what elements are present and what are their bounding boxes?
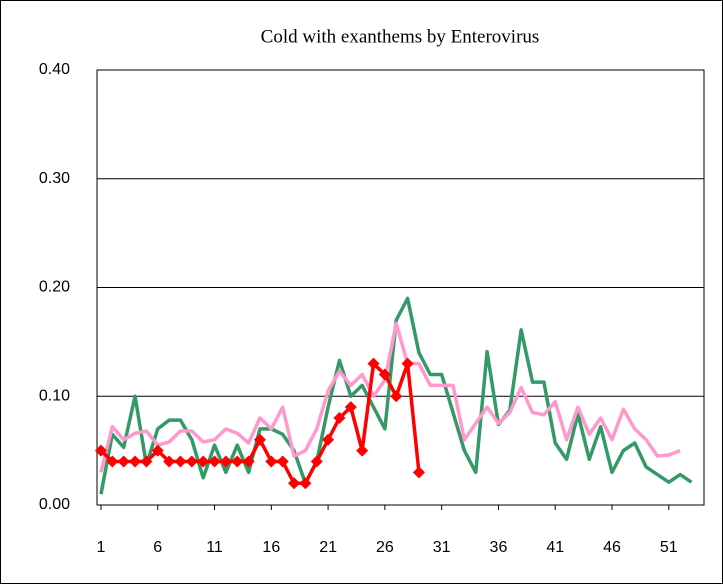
- series-marker: [288, 477, 301, 490]
- x-tick-label: 11: [206, 539, 223, 556]
- y-tick-label: 0.10: [39, 387, 70, 404]
- series-marker: [367, 357, 380, 370]
- series-marker: [401, 357, 414, 370]
- series-marker: [265, 455, 278, 468]
- series-marker: [356, 444, 369, 457]
- series-marker: [185, 455, 198, 468]
- series-marker: [94, 444, 107, 457]
- series-marker: [106, 455, 119, 468]
- series-marker: [140, 455, 153, 468]
- series-marker: [310, 455, 323, 468]
- x-tick-label: 51: [660, 539, 678, 556]
- x-tick-label: 41: [546, 539, 564, 556]
- series-marker: [344, 401, 357, 414]
- x-tick-label: 16: [262, 539, 280, 556]
- y-tick-label: 0.00: [39, 496, 70, 513]
- y-tick-label: 0.30: [39, 170, 70, 187]
- x-tick-label: 6: [153, 539, 162, 556]
- series-marker: [390, 390, 403, 403]
- series-marker: [117, 455, 130, 468]
- series-marker: [219, 455, 232, 468]
- series-marker: [378, 368, 391, 381]
- x-tick-label: 46: [603, 539, 621, 556]
- series-marker: [174, 455, 187, 468]
- series-marker: [197, 455, 210, 468]
- series-marker: [163, 455, 176, 468]
- series-line: [99, 296, 693, 495]
- series-marker: [333, 412, 346, 424]
- x-tick-label: 31: [433, 539, 451, 556]
- series-marker: [412, 466, 425, 479]
- series-line: [99, 321, 681, 473]
- series-marker: [231, 455, 244, 468]
- series-marker: [276, 455, 289, 468]
- series-marker: [253, 433, 266, 446]
- series-marker: [129, 455, 142, 468]
- series-marker: [242, 455, 255, 468]
- chart-title: Cold with exanthems by Enterovirus: [261, 26, 540, 47]
- y-tick-label: 0.20: [39, 279, 70, 296]
- series-marker: [151, 444, 164, 457]
- x-tick-label: 21: [319, 539, 337, 556]
- series-marker: [208, 455, 221, 468]
- y-tick-label: 0.40: [39, 61, 70, 78]
- series-marker: [299, 477, 312, 490]
- x-tick-label: 1: [97, 539, 106, 556]
- x-tick-label: 26: [376, 539, 394, 556]
- x-tick-label: 36: [490, 539, 508, 556]
- series-marker: [322, 433, 335, 446]
